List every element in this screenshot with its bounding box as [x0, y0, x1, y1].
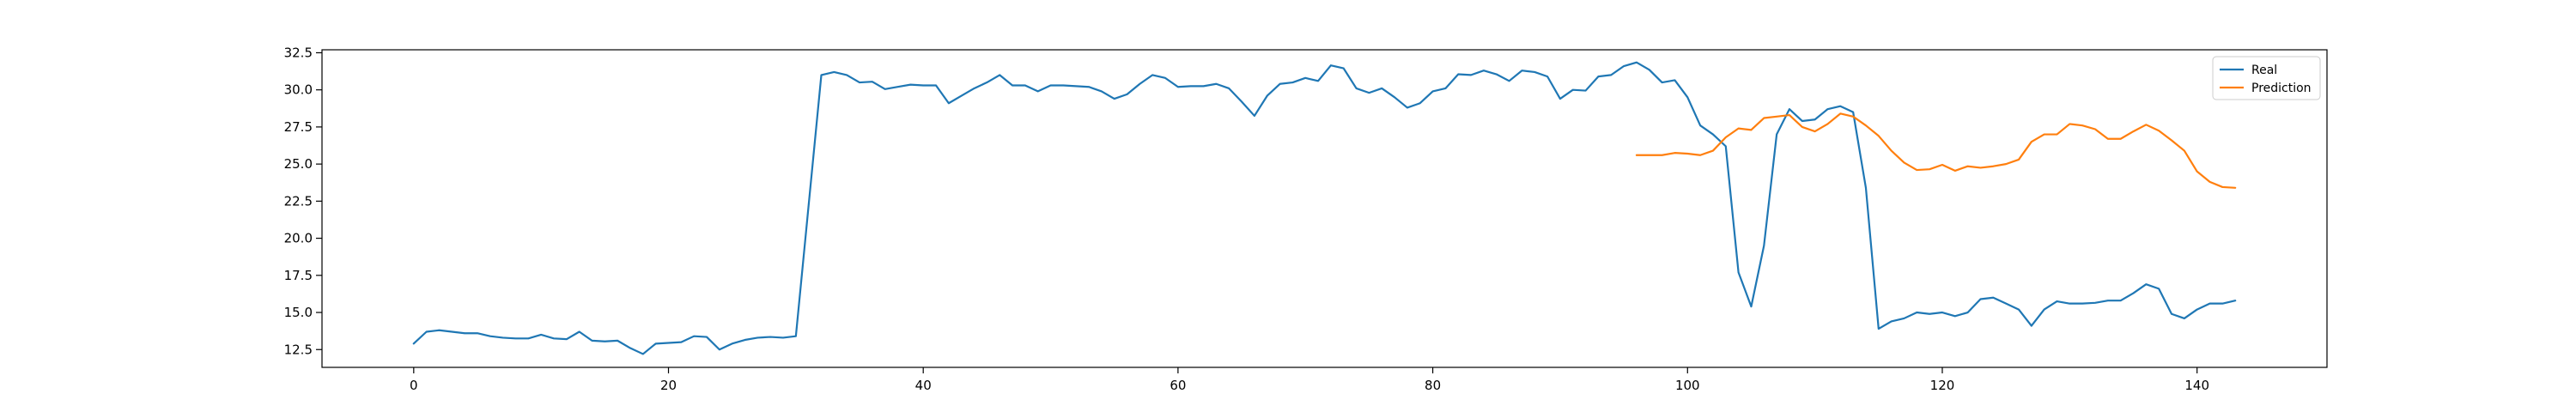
- y-tick-label: 27.5: [284, 119, 313, 135]
- y-tick-label: 15.0: [284, 305, 313, 320]
- legend-label-prediction: Prediction: [2251, 82, 2312, 95]
- y-tick-label: 32.5: [284, 45, 313, 60]
- plot-area-frame: [321, 49, 2328, 368]
- y-tick-label: 30.0: [284, 82, 313, 98]
- y-tick-label: 17.5: [284, 268, 313, 283]
- y-tick-label: 20.0: [284, 231, 313, 246]
- y-axis-ticks: 12.5 15.0 17.5 20.0 22.5 25.0 27.5 30.0 32.5: [284, 45, 322, 357]
- x-tick-label: 100: [1675, 378, 1700, 393]
- x-tick-label: 0: [410, 378, 418, 393]
- x-tick-label: 120: [1930, 378, 1955, 393]
- x-tick-label: 80: [1425, 378, 1441, 393]
- series-lines: [412, 61, 2237, 355]
- x-tick-label: 60: [1170, 378, 1186, 393]
- legend: Real Prediction: [2212, 56, 2321, 100]
- y-tick-label: 12.5: [284, 342, 313, 357]
- legend-box: [2212, 56, 2321, 100]
- x-tick-label: 40: [915, 378, 932, 393]
- x-tick-label: 20: [660, 378, 677, 393]
- series-line-real: [412, 61, 2237, 355]
- x-tick-label: 140: [2184, 378, 2209, 393]
- y-tick-label: 22.5: [284, 193, 313, 209]
- legend-label-real: Real: [2251, 64, 2277, 77]
- y-tick-label: 25.0: [284, 156, 313, 172]
- x-axis-ticks: 0 20 40 60 80 100 120 140: [410, 367, 2209, 393]
- series-line-prediction: [1635, 112, 2237, 189]
